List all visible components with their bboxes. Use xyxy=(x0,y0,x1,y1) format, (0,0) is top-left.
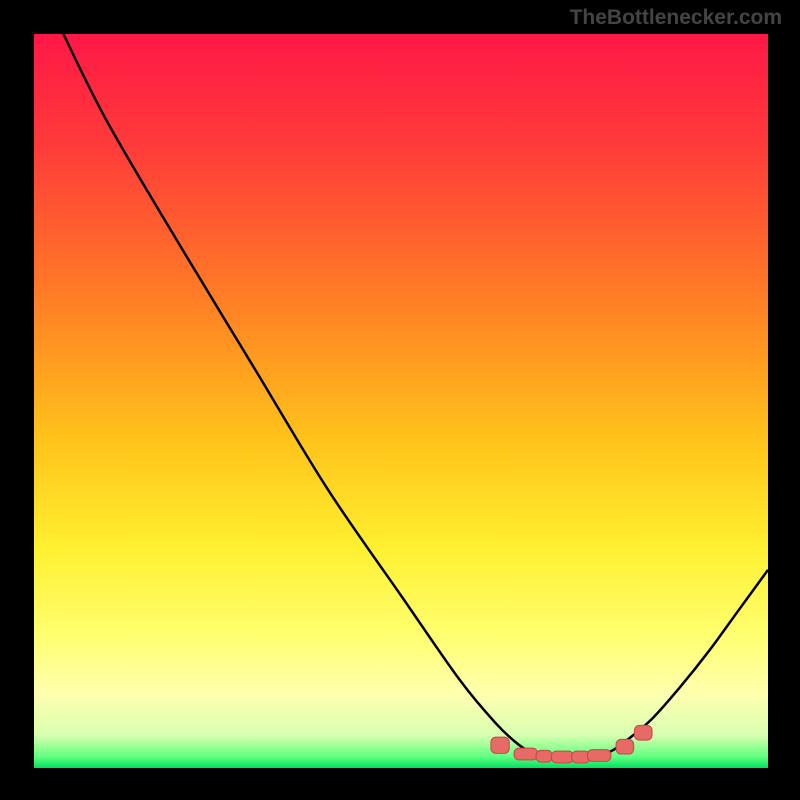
marker-point xyxy=(491,737,509,753)
marker-point xyxy=(634,725,652,740)
marker-point xyxy=(587,750,610,762)
watermark-text: TheBottlenecker.com xyxy=(570,6,782,30)
plot-area xyxy=(34,34,768,768)
marker-point xyxy=(536,750,552,762)
bottleneck-curve xyxy=(63,34,768,759)
marker-point xyxy=(514,748,537,760)
chart-overlay xyxy=(34,34,768,768)
marker-group xyxy=(491,725,652,762)
marker-point xyxy=(616,739,634,754)
marker-point xyxy=(551,751,573,763)
